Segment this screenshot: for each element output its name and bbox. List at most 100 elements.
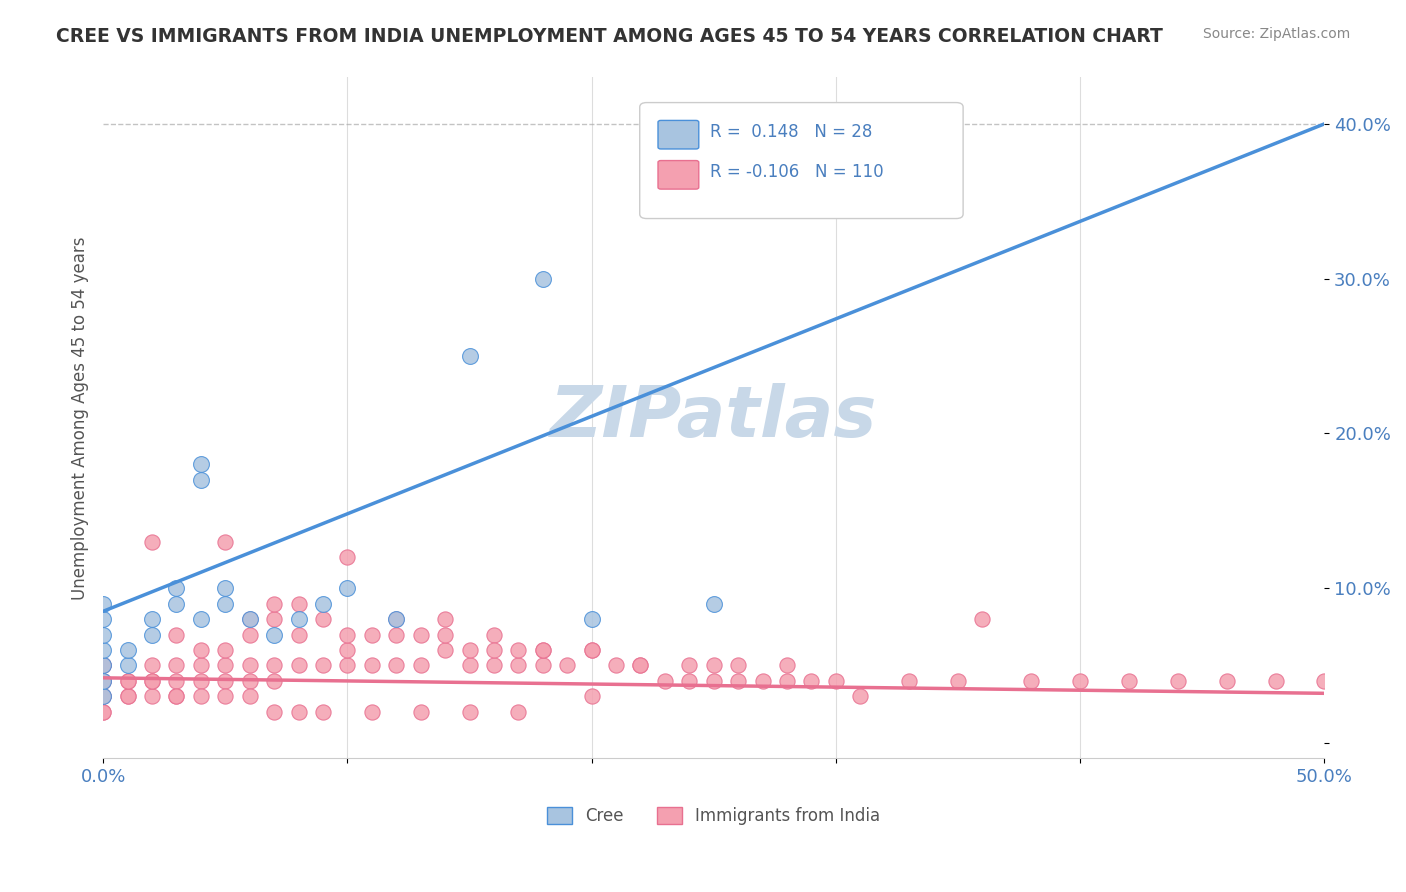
Point [458, 705, 481, 719]
Point [458, 658, 481, 673]
Point [287, 612, 309, 626]
Point [434, 612, 457, 626]
Point [630, 658, 652, 673]
Point [360, 705, 382, 719]
Point [190, 643, 212, 657]
Legend: Cree, Immigrants from India: Cree, Immigrants from India [540, 800, 887, 831]
Point [117, 643, 139, 657]
Point [434, 643, 457, 657]
Point [312, 612, 335, 626]
Point [117, 673, 139, 688]
Text: Source: ZipAtlas.com: Source: ZipAtlas.com [1202, 27, 1350, 41]
Point [239, 673, 262, 688]
Point [214, 690, 236, 704]
Point [409, 627, 432, 641]
Point [508, 705, 530, 719]
Point [751, 673, 773, 688]
Point [117, 673, 139, 688]
Point [482, 627, 505, 641]
Point [91, 612, 114, 626]
Point [385, 612, 408, 626]
Point [263, 705, 285, 719]
Point [312, 597, 335, 611]
Point [214, 597, 236, 611]
Point [1069, 673, 1091, 688]
Point [482, 643, 505, 657]
Point [630, 658, 652, 673]
Point [165, 627, 187, 641]
Point [385, 627, 408, 641]
Point [898, 673, 921, 688]
Point [678, 658, 700, 673]
Point [776, 658, 799, 673]
Point [360, 627, 382, 641]
Point [336, 581, 359, 595]
Point [165, 690, 187, 704]
Point [946, 673, 969, 688]
Point [1167, 673, 1189, 688]
Point [825, 673, 848, 688]
Text: R =  0.148   N = 28: R = 0.148 N = 28 [710, 123, 872, 141]
Point [312, 658, 335, 673]
Point [654, 673, 676, 688]
Point [458, 643, 481, 657]
Point [91, 658, 114, 673]
Point [531, 271, 554, 285]
Point [678, 673, 700, 688]
Point [214, 673, 236, 688]
Point [287, 627, 309, 641]
Point [287, 597, 309, 611]
Point [482, 658, 505, 673]
Point [434, 627, 457, 641]
Point [531, 643, 554, 657]
Point [117, 690, 139, 704]
Text: CREE VS IMMIGRANTS FROM INDIA UNEMPLOYMENT AMONG AGES 45 TO 54 YEARS CORRELATION: CREE VS IMMIGRANTS FROM INDIA UNEMPLOYME… [56, 27, 1163, 45]
Point [91, 643, 114, 657]
Point [239, 627, 262, 641]
Point [1019, 673, 1042, 688]
Point [581, 690, 603, 704]
Point [287, 658, 309, 673]
Point [91, 705, 114, 719]
Point [190, 673, 212, 688]
Point [91, 597, 114, 611]
Point [581, 643, 603, 657]
Point [190, 690, 212, 704]
Point [263, 627, 285, 641]
Point [531, 658, 554, 673]
Point [239, 612, 262, 626]
Point [141, 627, 163, 641]
Point [409, 705, 432, 719]
Point [849, 690, 872, 704]
Point [531, 643, 554, 657]
Point [1313, 673, 1336, 688]
Y-axis label: Unemployment Among Ages 45 to 54 years: Unemployment Among Ages 45 to 54 years [72, 236, 89, 599]
Point [312, 705, 335, 719]
Point [91, 673, 114, 688]
Point [165, 673, 187, 688]
Point [581, 612, 603, 626]
Point [1215, 673, 1237, 688]
Point [239, 658, 262, 673]
Point [239, 690, 262, 704]
Point [385, 658, 408, 673]
Point [287, 705, 309, 719]
Point [91, 673, 114, 688]
Point [727, 658, 749, 673]
Text: ZIPatlas: ZIPatlas [550, 384, 877, 452]
Point [972, 612, 994, 626]
Point [458, 349, 481, 363]
Point [800, 673, 823, 688]
Point [581, 643, 603, 657]
Point [91, 658, 114, 673]
Point [117, 658, 139, 673]
Point [190, 458, 212, 472]
Point [385, 612, 408, 626]
Point [508, 643, 530, 657]
Text: R = -0.106   N = 110: R = -0.106 N = 110 [710, 163, 883, 181]
Point [91, 673, 114, 688]
Point [1264, 673, 1286, 688]
Point [190, 473, 212, 487]
Point [117, 690, 139, 704]
Point [91, 658, 114, 673]
